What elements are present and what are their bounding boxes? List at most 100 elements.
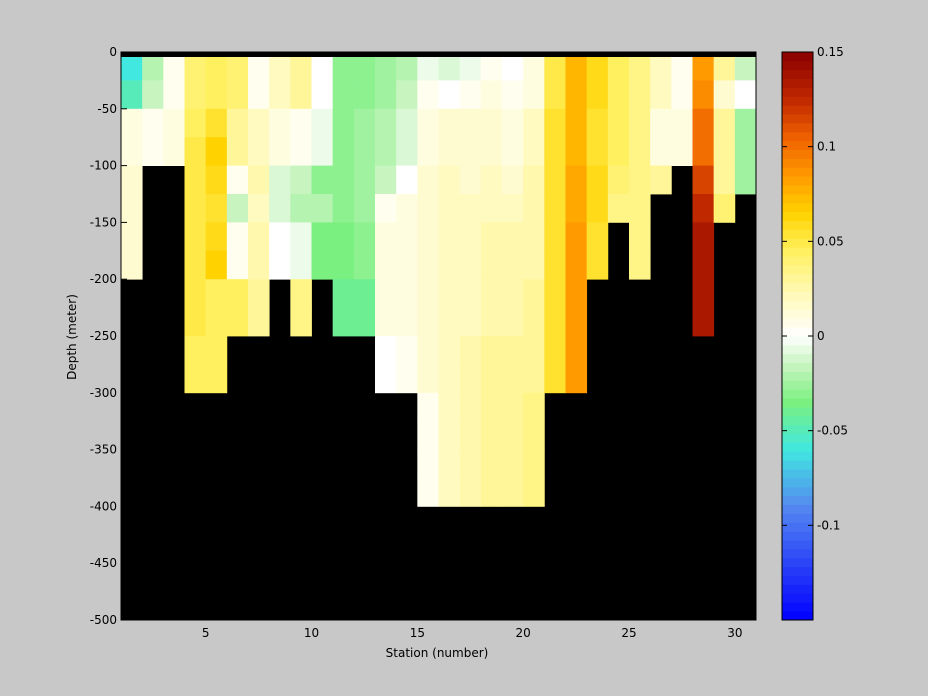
heatmap-cell [375,108,397,138]
heatmap-cell [438,449,461,479]
heatmap-cell [205,336,228,365]
heatmap-cell [142,80,164,110]
heatmap-cell [248,137,270,166]
heatmap-cell [565,80,588,110]
heatmap-cell [375,307,397,337]
heatmap-cell [565,279,588,308]
heatmap-cell [734,108,757,138]
colorbar-swatch [782,407,813,417]
colorbar-swatch [782,442,813,452]
heatmap-cell [565,307,588,337]
colorbar-swatch [782,566,813,577]
heatmap-cell [396,336,418,365]
y-axis-label: Depth (meter) [65,294,79,380]
heatmap-cell [523,165,545,195]
heatmap-cell [565,222,588,252]
heatmap-cell [184,108,207,138]
heatmap-cell [121,222,143,252]
colorbar-tick-label: 0.15 [817,45,844,59]
heatmap-cell [290,250,312,280]
heatmap-cell [692,108,715,138]
colorbar-swatch [782,105,813,115]
heatmap-cell [290,307,312,337]
heatmap-cell [586,194,609,223]
heatmap-cell [734,80,757,110]
colorbar-swatch [782,540,813,550]
heatmap-cell [375,336,397,365]
heatmap-cell [290,80,312,110]
heatmap-cell [713,108,736,138]
heatmap-cell [480,80,503,110]
heatmap-cell [523,279,545,308]
heatmap-cell [417,250,439,280]
heatmap-cell [438,336,461,365]
heatmap-cell [586,137,609,166]
heatmap-cell [438,222,461,252]
heatmap-cell [438,421,461,450]
heatmap-cell [565,250,588,280]
heatmap-cell [459,392,482,422]
heatmap-cell [205,222,228,252]
heatmap-cell [607,137,630,166]
heatmap-cell [353,222,376,252]
heatmap-cell [396,108,418,138]
x-axis-ticks: 5 10 15 20 25 30 [202,614,742,640]
heatmap-cell [607,108,630,138]
heatmap-cell [586,80,609,110]
colorbar-swatch [782,265,813,275]
heatmap-cell [629,194,651,223]
heatmap-cell [502,449,524,479]
heatmap-cell [375,80,397,110]
heatmap-cell [417,478,439,507]
colorbar-swatch [782,60,813,71]
heatmap-cell [353,108,376,138]
heatmap-cell [184,222,207,252]
heatmap-cell [332,222,355,252]
heatmap-cell [713,80,736,110]
colorbar-swatch [782,557,813,568]
heatmap-cell [311,80,334,110]
colorbar-swatch [782,131,813,142]
heatmap-cell [311,194,334,223]
heatmap-cell [502,222,524,252]
heatmap-cell [205,52,228,81]
colorbar-swatch [782,362,813,372]
heatmap-cell [184,194,207,223]
heatmap-cell [248,108,270,138]
heatmap-cell [163,80,185,110]
colorbar-swatch [782,380,813,390]
heatmap-cell [692,279,715,308]
heatmap-cell [353,52,376,81]
heatmap-cell [332,250,355,280]
heatmap-cell [205,108,228,138]
heatmap-cell [480,250,503,280]
colorbar-swatch [782,495,813,506]
x-tick-label: 25 [621,626,636,640]
heatmap-cell [184,336,207,365]
heatmap-cell [290,137,312,166]
heatmap-cell [311,52,334,81]
heatmap-cell [184,250,207,280]
colorbar-swatch [782,531,813,541]
heatmap-cells [121,52,757,507]
colorbar-swatch [782,229,813,239]
heatmap-cell [438,137,461,166]
heatmap-cell [544,194,566,223]
heatmap-cell [311,137,334,166]
heatmap-cell [184,364,207,394]
colorbar-swatch [782,469,813,479]
heatmap-cell [396,80,418,110]
heatmap-cell [692,80,715,110]
y-tick-label: 0 [109,45,117,59]
heatmap-cell [713,165,736,195]
y-tick-label: -400 [90,499,117,513]
heatmap-cell [523,478,545,507]
colorbar-swatch [782,460,813,470]
y-tick-label: -250 [90,329,117,343]
heatmap-cell [375,137,397,166]
colorbar-swatch [782,87,813,97]
heatmap-cell [607,52,630,81]
heatmap-cell [565,108,588,138]
heatmap-cell [629,165,651,195]
heatmap-cell [375,165,397,195]
